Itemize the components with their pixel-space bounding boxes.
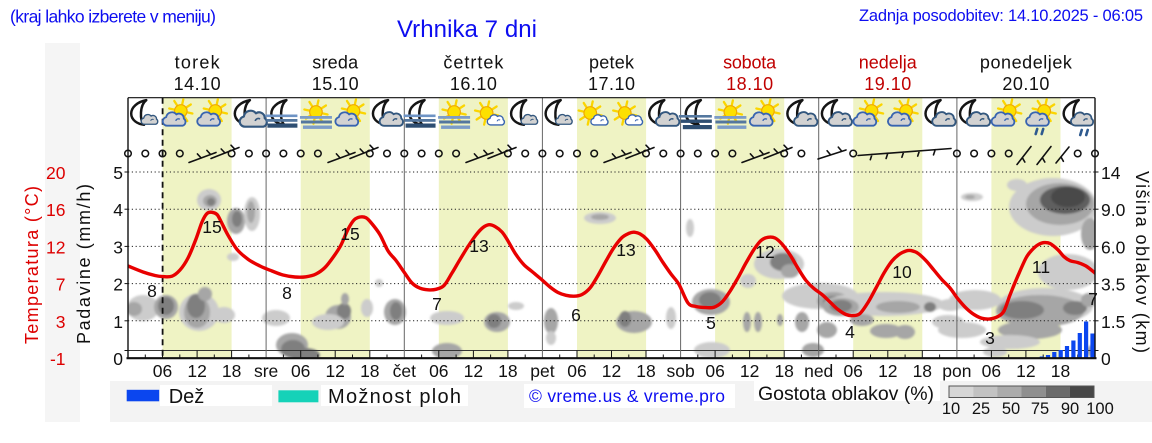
svg-text:5: 5 [113,163,123,183]
svg-text:Zadnja posodobitev: 14.10.2025: Zadnja posodobitev: 14.10.2025 - 06:05 [859,7,1143,25]
svg-text:16: 16 [46,200,65,220]
svg-text:sobota: sobota [723,53,777,73]
svg-text:Vrhnika 7 dni: Vrhnika 7 dni [397,16,537,43]
svg-text:25: 25 [972,400,990,418]
svg-text:100: 100 [1086,400,1114,418]
svg-text:18: 18 [1051,361,1070,381]
svg-text:9.0: 9.0 [1101,200,1126,220]
svg-text:petek: petek [589,53,635,73]
svg-text:četrtek: četrtek [443,53,504,73]
svg-text:torek: torek [175,53,221,73]
svg-text:6.0: 6.0 [1101,237,1126,257]
svg-text:14.10: 14.10 [174,74,221,94]
svg-text:06: 06 [567,361,586,381]
svg-text:06: 06 [705,361,724,381]
svg-text:20: 20 [46,163,66,183]
svg-text:16.10: 16.10 [450,74,497,94]
svg-text:sre: sre [254,361,278,381]
svg-text:ned: ned [804,361,833,381]
svg-text:18: 18 [636,361,655,381]
svg-text:13: 13 [616,240,635,260]
svg-text:3.5: 3.5 [1101,275,1125,295]
svg-text:50: 50 [1002,400,1020,418]
svg-text:12: 12 [464,361,483,381]
svg-text:Dež: Dež [169,386,205,408]
svg-text:12: 12 [755,242,774,262]
svg-text:nedelja: nedelja [859,53,918,73]
svg-text:7: 7 [1088,289,1098,309]
svg-text:18.10: 18.10 [726,74,773,94]
svg-text:10: 10 [942,400,960,418]
svg-text:6: 6 [571,305,581,325]
svg-text:5: 5 [706,313,716,333]
svg-text:15: 15 [340,224,359,244]
svg-text:© vreme.us & vreme.pro: © vreme.us & vreme.pro [529,386,725,406]
svg-text:7: 7 [432,294,442,314]
svg-text:1.5: 1.5 [1101,312,1125,332]
svg-text:0: 0 [113,349,123,369]
svg-text:20.10: 20.10 [1002,74,1049,94]
svg-text:12: 12 [1016,361,1035,381]
svg-text:Padavine (mm/h): Padavine (mm/h) [74,184,94,344]
svg-text:18: 18 [498,361,517,381]
svg-text:Temperatura (°C): Temperatura (°C) [22,186,42,344]
svg-text:Možnost ploh: Možnost ploh [328,386,461,408]
svg-text:čet: čet [393,361,416,381]
svg-text:1: 1 [113,312,123,332]
svg-text:2: 2 [113,275,123,295]
svg-text:12: 12 [740,361,759,381]
svg-text:14: 14 [1101,163,1121,183]
svg-text:18: 18 [360,361,379,381]
svg-text:pon: pon [942,361,971,381]
svg-text:19.10: 19.10 [864,74,911,94]
svg-text:sreda: sreda [312,53,359,73]
svg-text:17.10: 17.10 [588,74,635,94]
svg-text:Višina oblakov (km): Višina oblakov (km) [1132,171,1152,353]
svg-text:7: 7 [56,275,66,295]
svg-text:4: 4 [113,200,123,220]
svg-text:3: 3 [56,312,66,332]
svg-text:12: 12 [46,237,65,257]
svg-text:3: 3 [985,328,995,348]
svg-text:15: 15 [202,217,221,237]
svg-text:12: 12 [187,361,206,381]
svg-text:13: 13 [469,236,488,256]
svg-text:12: 12 [602,361,621,381]
svg-text:06: 06 [982,361,1001,381]
svg-text:06: 06 [291,361,310,381]
svg-text:Gostota oblakov (%): Gostota oblakov (%) [758,383,934,405]
svg-text:pet: pet [530,361,554,381]
svg-text:4: 4 [845,322,855,342]
svg-text:18: 18 [774,361,793,381]
svg-text:8: 8 [147,281,157,301]
svg-text:06: 06 [153,361,172,381]
svg-text:12: 12 [325,361,344,381]
svg-text:10: 10 [892,262,912,282]
svg-text:(kraj lahko izberete v meniju): (kraj lahko izberete v meniju) [10,7,216,27]
svg-text:90: 90 [1061,400,1079,418]
svg-text:06: 06 [429,361,448,381]
svg-text:18: 18 [222,361,241,381]
svg-text:8: 8 [282,283,292,303]
svg-text:sob: sob [666,361,694,381]
svg-text:3: 3 [113,237,123,257]
svg-text:15.10: 15.10 [312,74,359,94]
svg-text:0: 0 [1101,349,1111,369]
svg-text:ponedeljek: ponedeljek [980,53,1073,73]
svg-text:-1: -1 [50,349,66,369]
svg-text:11: 11 [1032,257,1050,277]
svg-text:12: 12 [878,361,897,381]
svg-text:75: 75 [1031,400,1049,418]
svg-text:18: 18 [913,361,932,381]
svg-text:06: 06 [843,361,862,381]
